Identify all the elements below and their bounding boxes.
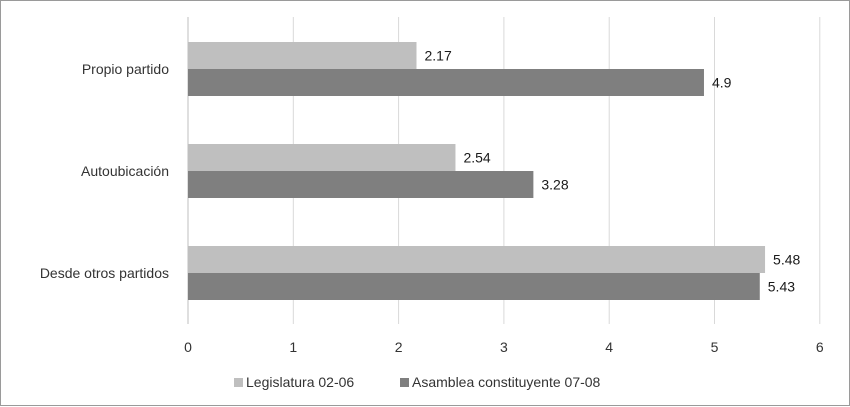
data-label-1-2: 5.43	[768, 279, 795, 295]
legend-swatch-1	[400, 378, 409, 387]
bar-asamblea-0	[188, 69, 704, 96]
bar-asamblea-1	[188, 171, 534, 198]
x-tick-label-5: 5	[711, 339, 719, 355]
bars	[188, 42, 766, 300]
bar-legislatura-1	[188, 144, 456, 171]
legend-label-1: Asamblea constituyente 07-08	[412, 374, 601, 390]
x-tick-label-2: 2	[395, 339, 403, 355]
data-labels: 2.17 4.9 2.54 3.28 5.48 5.43	[425, 48, 801, 295]
category-labels: Propio partido Autoubicación Desde otros p…	[40, 61, 169, 281]
legend: Legislatura 02-06 Asamblea constituyente …	[234, 374, 601, 390]
bar-legislatura-0	[188, 42, 417, 69]
x-tick-label-6: 6	[816, 339, 824, 355]
category-label-0: Propio partido	[82, 61, 169, 77]
bar-legislatura-2	[188, 246, 766, 273]
category-label-1: Autoubicación	[81, 163, 169, 179]
bar-asamblea-2	[188, 273, 760, 300]
x-tick-label-0: 0	[184, 339, 192, 355]
x-tick-label-4: 4	[605, 339, 613, 355]
data-label-1-0: 4.9	[712, 75, 732, 91]
data-label-0-2: 5.48	[773, 252, 800, 268]
x-tick-label-3: 3	[500, 339, 508, 355]
data-label-1-1: 3.28	[541, 177, 568, 193]
data-label-0-0: 2.17	[425, 48, 452, 64]
data-label-0-1: 2.54	[463, 150, 490, 166]
category-label-2: Desde otros partidos	[40, 265, 169, 281]
legend-swatch-0	[234, 378, 243, 387]
x-tick-labels: 0 1 2 3 4 5 6	[184, 339, 824, 355]
legend-label-0: Legislatura 02-06	[246, 374, 354, 390]
x-tick-label-1: 1	[289, 339, 297, 355]
